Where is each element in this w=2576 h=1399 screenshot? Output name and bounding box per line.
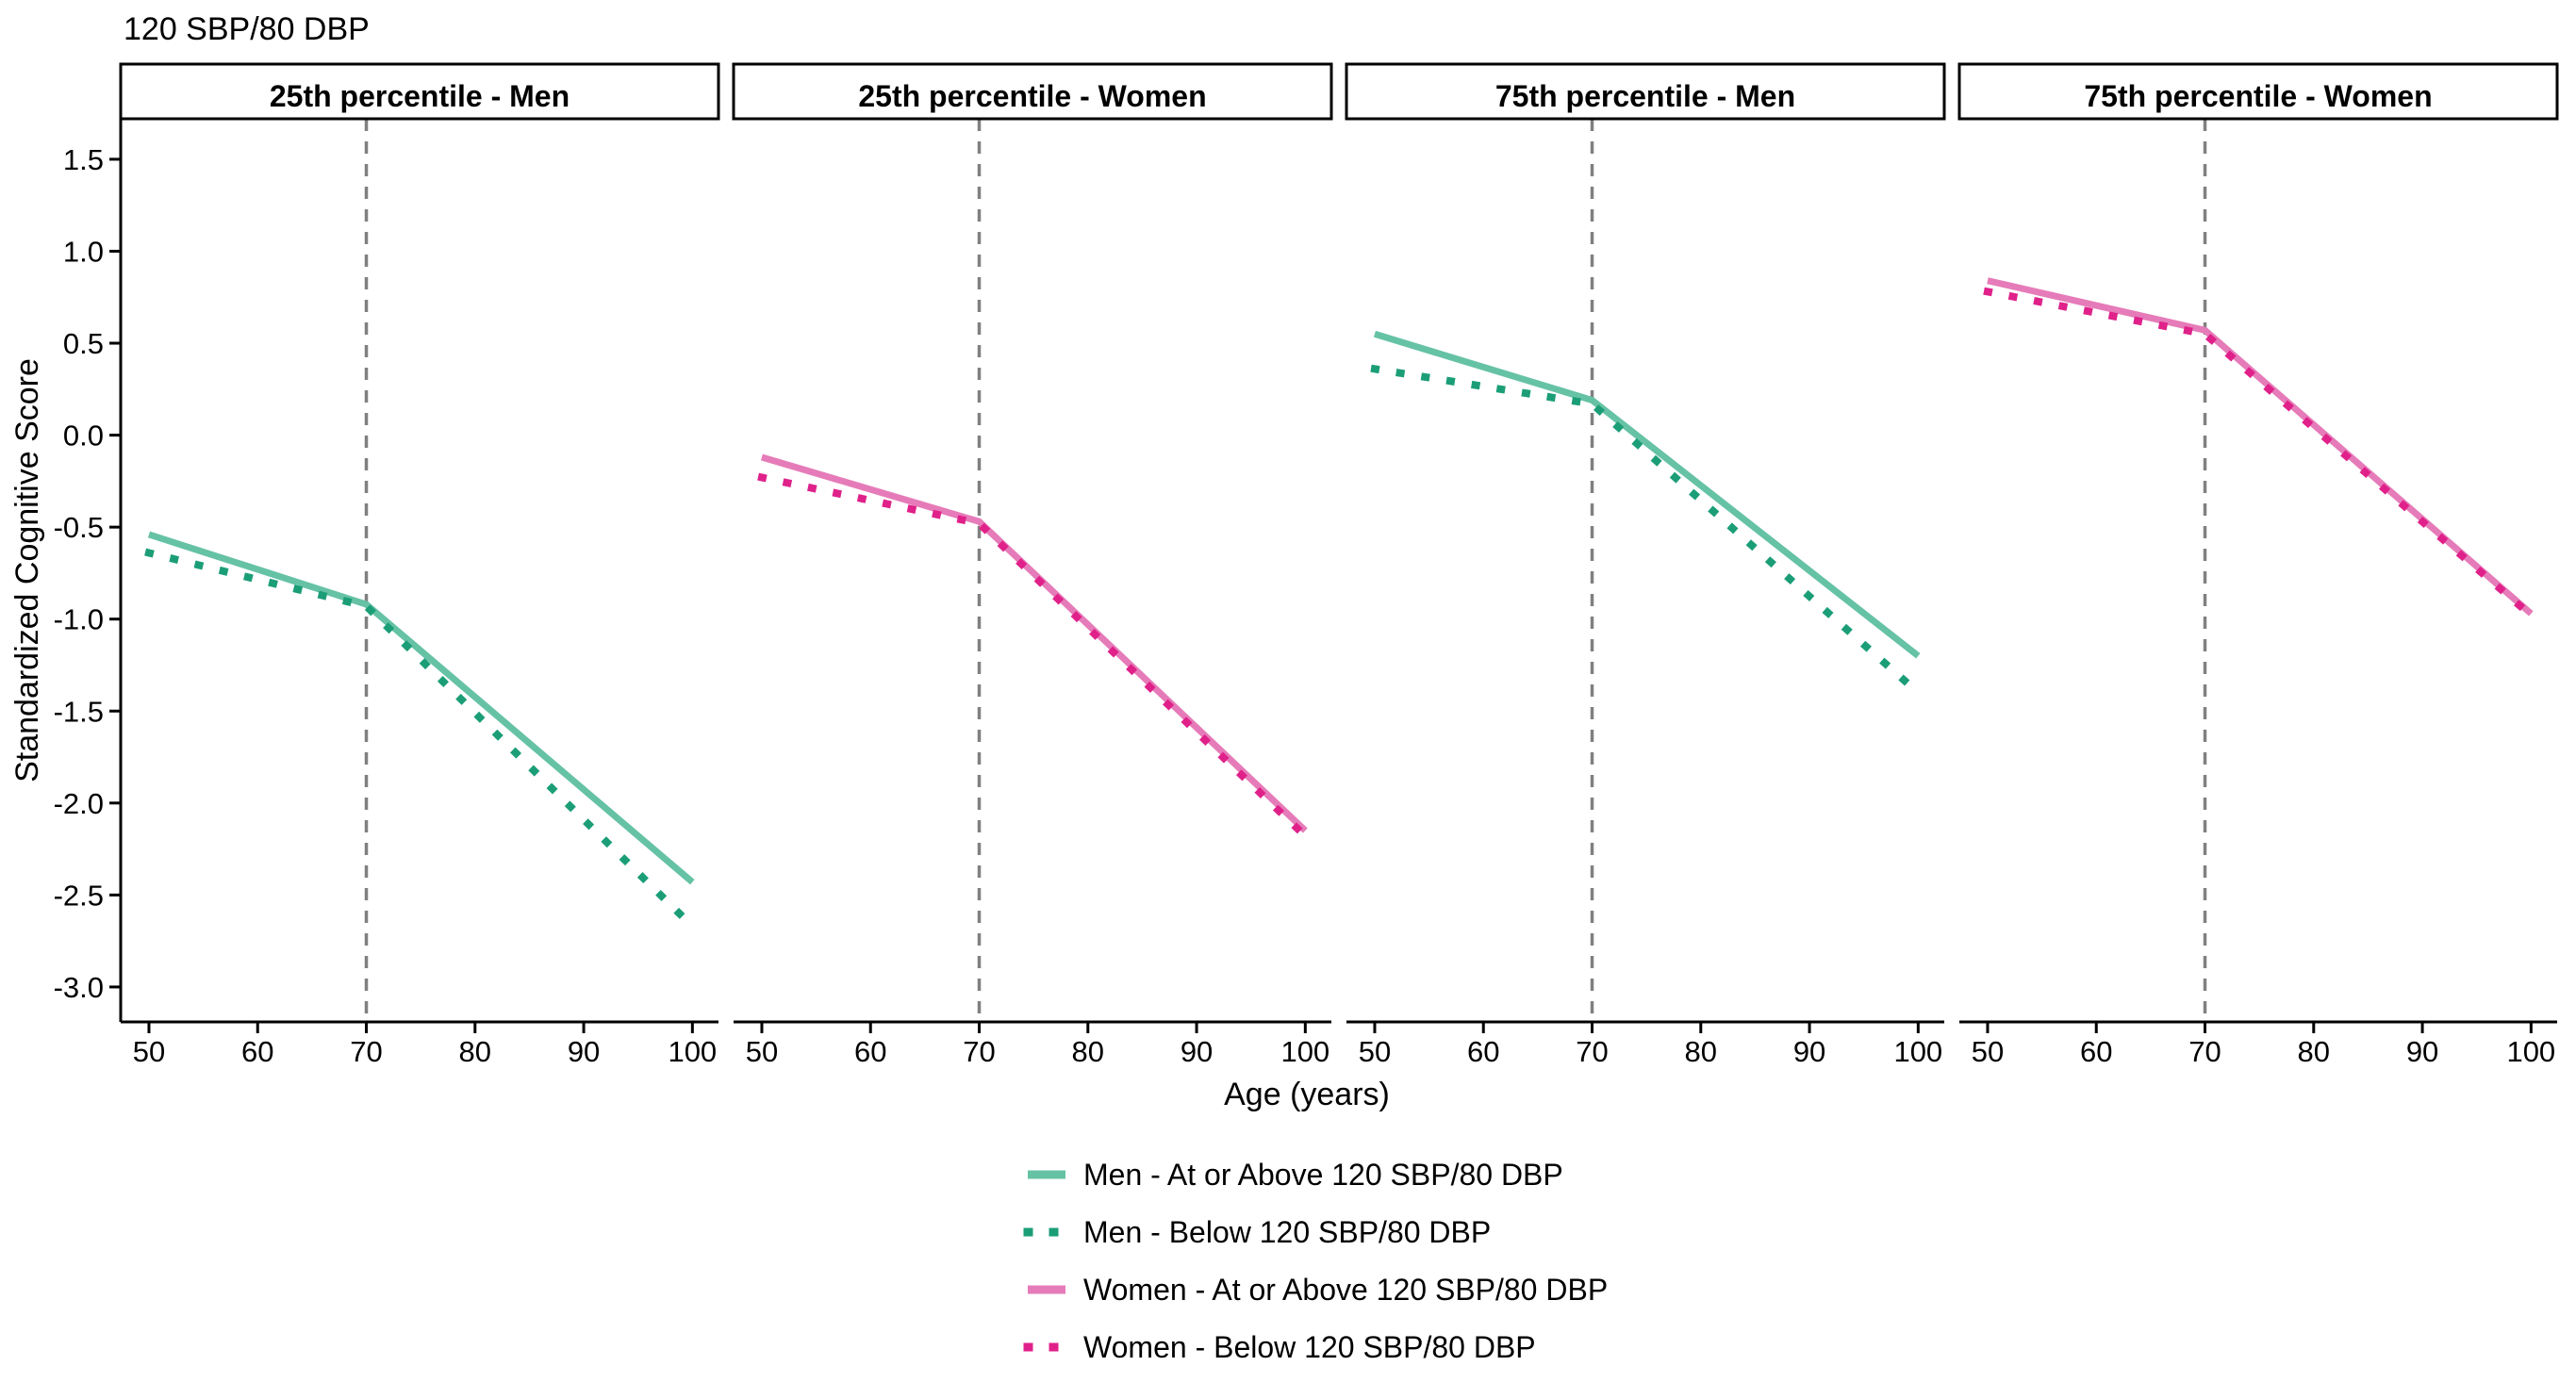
facet-strip-label: 75th percentile - Men: [1495, 79, 1795, 113]
x-tick-label: 90: [1181, 1035, 1213, 1068]
y-tick-label: -0.5: [54, 511, 104, 544]
x-tick-label: 90: [568, 1035, 600, 1068]
x-tick-label: 70: [963, 1035, 995, 1068]
facet-strip: [119, 62, 720, 121]
data-line-solid: [1987, 277, 2534, 617]
y-tick-label: -3.0: [54, 971, 104, 1004]
x-tick-label: 80: [1685, 1035, 1717, 1068]
x-tick-label: 60: [241, 1035, 273, 1068]
data-line-solid: [760, 453, 1308, 833]
chart-plot-area: 50 60 70 80 90 100 1.5 1.0 0.5 0.0 -0.5 -1.0 -1.5 -2.…: [54, 62, 2559, 1068]
y-tick-label: -1.0: [54, 603, 104, 636]
y-tick-label: -1.5: [54, 695, 104, 728]
facet-strip: [732, 62, 1333, 121]
x-tick-label: 100: [2506, 1035, 2555, 1068]
legend-item: Women - At or Above 120 SBP/80 DBP: [1028, 1273, 1608, 1307]
x-tick-label: 60: [2080, 1035, 2112, 1068]
y-tick-label: 1.5: [63, 143, 104, 176]
x-tick-label: 50: [746, 1035, 778, 1068]
legend-label: Women - At or Above 120 SBP/80 DBP: [1083, 1273, 1608, 1307]
y-tick-label: -2.0: [54, 787, 104, 820]
facet-panel: 50 60 70 80 90 100 1.5 1.0 0.5 0.0 -0.5 -1.0 -1.5 -2.…: [54, 62, 720, 1068]
data-line-dotted: [1370, 364, 1924, 699]
x-tick-label: 90: [2406, 1035, 2438, 1068]
x-tick-label: 50: [1972, 1035, 2004, 1068]
x-tick-label: 50: [1359, 1035, 1391, 1068]
data-line-dotted: [144, 548, 698, 932]
data-line-dotted: [757, 472, 1311, 842]
legend-item: Men - At or Above 120 SBP/80 DBP: [1028, 1158, 1563, 1192]
x-tick-label: 70: [2188, 1035, 2221, 1068]
x-axis-title: Age (years): [1224, 1077, 1390, 1112]
x-tick-label: 100: [1280, 1035, 1329, 1068]
facet-strip-label: 25th percentile - Men: [270, 79, 570, 113]
facet-strip: [1345, 62, 1946, 121]
y-tick-label: 1.0: [63, 235, 104, 268]
x-tick-label: 60: [854, 1035, 886, 1068]
chart-legend: Men - At or Above 120 SBP/80 DBP Men - Be…: [1023, 1158, 1608, 1364]
x-tick-label: 60: [1467, 1035, 1499, 1068]
facet-panel: 50 60 70 80 90 100 25th percentile - Women: [732, 62, 1333, 1068]
y-axis-title: Standardized Cognitive Score: [9, 358, 45, 782]
x-tick-label: 70: [350, 1035, 382, 1068]
facet-strip: [1957, 62, 2559, 121]
legend-label: Men - At or Above 120 SBP/80 DBP: [1083, 1158, 1563, 1192]
x-tick-label: 100: [668, 1035, 717, 1068]
data-line-solid: [147, 531, 695, 885]
x-tick-label: 90: [1793, 1035, 1825, 1068]
facet-strip-label: 25th percentile - Women: [858, 79, 1206, 113]
y-tick-label: 0.0: [63, 420, 104, 453]
y-tick-label: 0.5: [63, 327, 104, 360]
facet-panel: 50 60 70 80 90 100 75th percentile - Men: [1345, 62, 1946, 1068]
x-tick-label: 80: [459, 1035, 491, 1068]
data-line-dotted: [1983, 287, 2536, 621]
x-tick-label: 80: [2298, 1035, 2330, 1068]
legend-item: Women - Below 120 SBP/80 DBP: [1023, 1330, 1536, 1364]
facet-strip-label: 75th percentile - Women: [2084, 79, 2432, 113]
legend-label: Men - Below 120 SBP/80 DBP: [1083, 1215, 1491, 1249]
facet-panel: 50 60 70 80 90 100 75th percentile - Women: [1957, 62, 2559, 1068]
y-tick-label: -2.5: [54, 879, 104, 912]
data-line-solid: [1373, 330, 1921, 659]
x-tick-label: 70: [1576, 1035, 1608, 1068]
legend-item: Men - Below 120 SBP/80 DBP: [1023, 1215, 1491, 1249]
chart-title: 120 SBP/80 DBP: [124, 11, 370, 47]
legend-label: Women - Below 120 SBP/80 DBP: [1083, 1330, 1536, 1364]
x-tick-label: 50: [133, 1035, 165, 1068]
x-tick-label: 80: [1072, 1035, 1104, 1068]
x-tick-label: 100: [1893, 1035, 1942, 1068]
